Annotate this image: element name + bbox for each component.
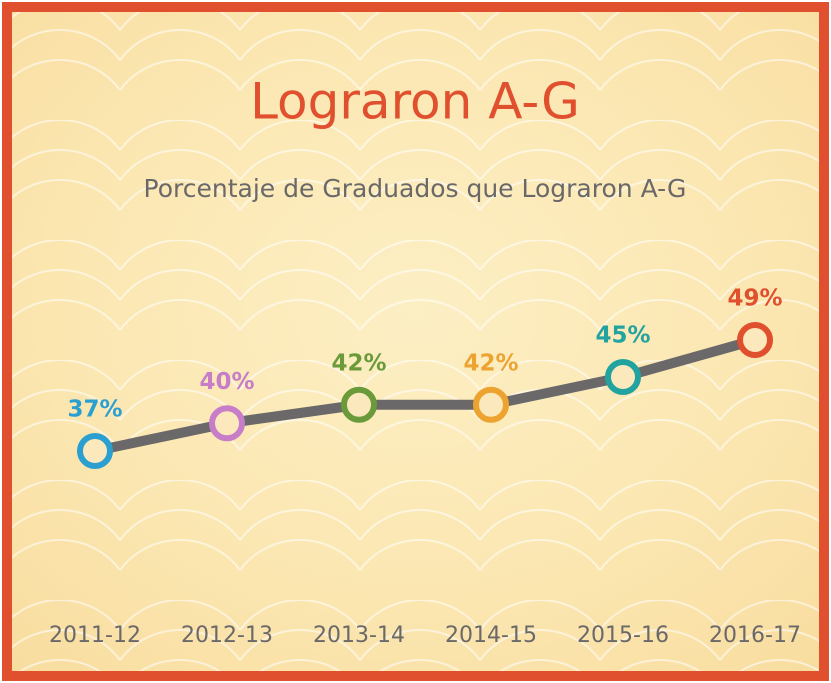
chart: Lograron A-G Porcentaje de Graduados que… bbox=[0, 0, 831, 683]
data-label: 37% bbox=[67, 397, 122, 423]
data-label: 45% bbox=[595, 323, 650, 349]
data-point bbox=[80, 436, 110, 466]
x-tick-label: 2016-17 bbox=[709, 623, 801, 648]
data-point bbox=[344, 390, 374, 420]
data-label: 40% bbox=[199, 369, 254, 395]
x-tick-label: 2011-12 bbox=[49, 623, 141, 648]
data-point bbox=[740, 325, 770, 355]
x-tick-label: 2012-13 bbox=[181, 623, 273, 648]
data-point bbox=[212, 408, 242, 438]
x-tick-label: 2015-16 bbox=[577, 623, 669, 648]
x-tick-label: 2014-15 bbox=[445, 623, 537, 648]
data-label: 49% bbox=[727, 286, 782, 312]
data-label: 42% bbox=[331, 350, 386, 376]
x-tick-label: 2013-14 bbox=[313, 623, 405, 648]
data-point bbox=[608, 362, 638, 392]
chart-title: Lograron A-G bbox=[250, 73, 580, 131]
chart-subtitle: Porcentaje de Graduados que Lograron A-G bbox=[144, 174, 687, 203]
data-point bbox=[476, 390, 506, 420]
data-label: 42% bbox=[463, 350, 518, 376]
